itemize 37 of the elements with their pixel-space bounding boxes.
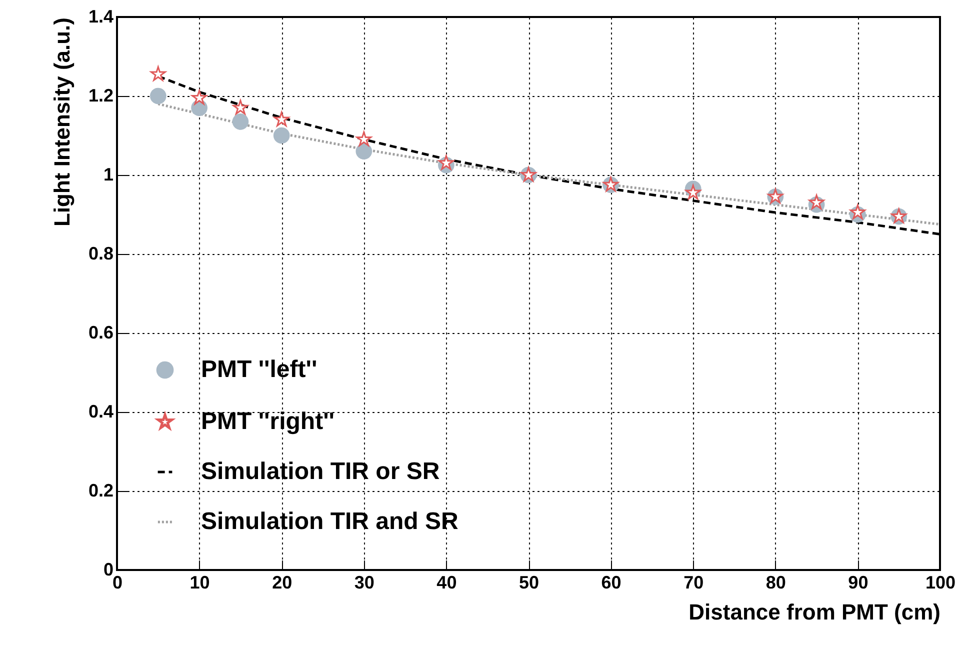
x-tick-label: 90 <box>848 572 868 592</box>
point <box>808 194 824 210</box>
y-tick-label: 0.4 <box>88 402 114 422</box>
point <box>438 155 454 170</box>
y-tick-label: 0.8 <box>88 244 114 264</box>
y-tick-label: 1.4 <box>88 6 114 26</box>
x-tick-label: 60 <box>601 572 622 592</box>
y-tick-label: 0.6 <box>88 322 114 342</box>
x-tick-label: 10 <box>190 572 210 592</box>
x-tick-label: 100 <box>925 572 956 592</box>
point <box>150 66 166 81</box>
point <box>685 184 701 200</box>
legend-label: Simulation TIR or SR <box>201 458 440 485</box>
y-axis-title: Light Intensity (a.u.) <box>49 18 74 226</box>
point <box>273 127 290 144</box>
point <box>150 88 166 104</box>
legend-label: PMT ''right'' <box>201 408 334 435</box>
y-tick-label: 1 <box>103 164 114 184</box>
x-axis-title: Distance from PMT (cm) <box>688 600 940 624</box>
point <box>274 112 290 126</box>
point <box>232 114 249 130</box>
x-tick-label: 30 <box>354 572 374 592</box>
x-tick-label: 80 <box>766 572 786 592</box>
legend-label: PMT ''left'' <box>201 356 318 383</box>
x-tick-label: 50 <box>518 572 540 592</box>
legend-label: Simulation TIR and SR <box>201 508 458 535</box>
y-tick-label: 1.2 <box>88 86 114 106</box>
point <box>356 143 372 160</box>
y-tick-label: 0 <box>103 560 114 580</box>
x-tick-label: 40 <box>436 572 457 592</box>
point <box>850 204 866 220</box>
y-tick-label: 0.2 <box>88 480 114 500</box>
x-tick-label: 70 <box>684 572 704 592</box>
point <box>192 90 207 105</box>
point <box>356 131 372 146</box>
point <box>232 100 248 115</box>
x-tick-label: 20 <box>272 572 292 592</box>
